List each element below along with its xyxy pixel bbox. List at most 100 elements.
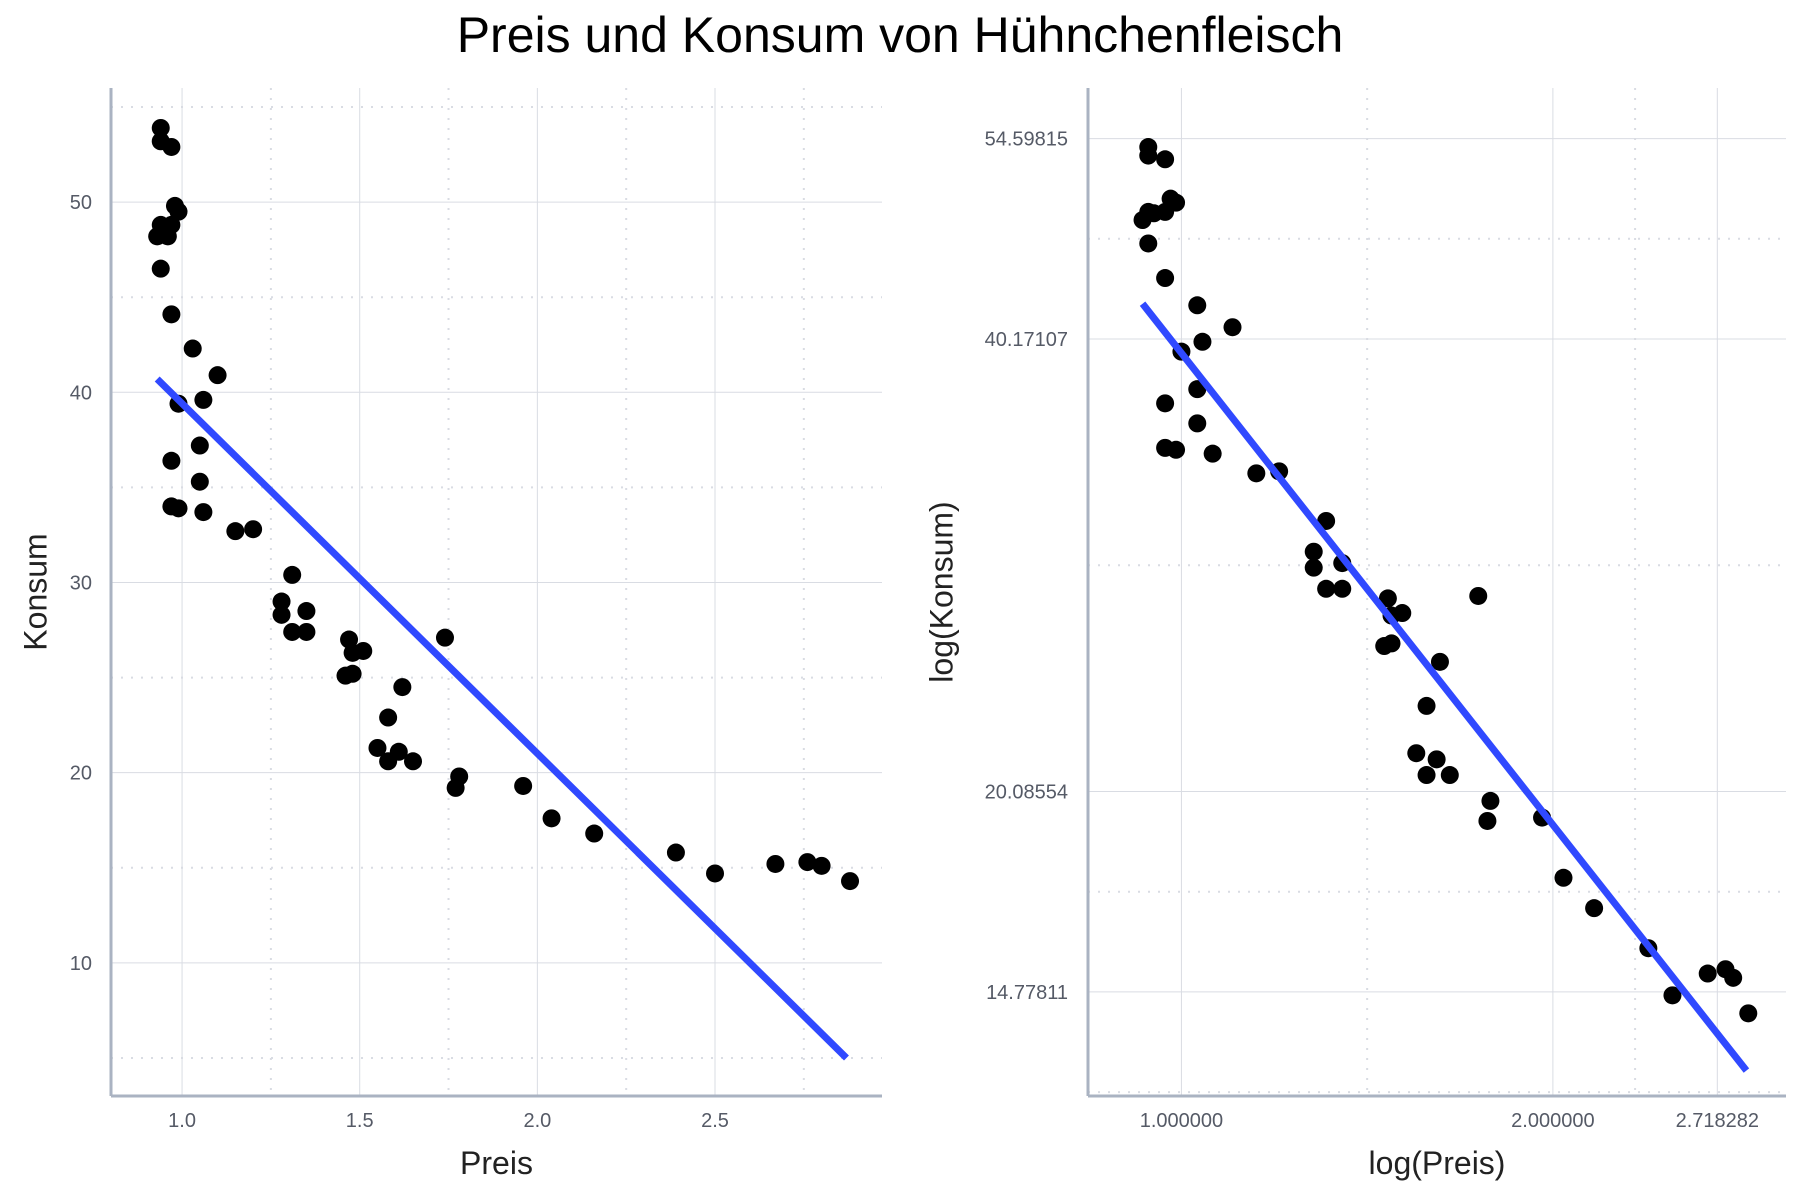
data-point xyxy=(379,752,398,771)
data-point xyxy=(272,605,291,624)
data-point xyxy=(368,738,387,757)
y-axis-label: log(Konsum) xyxy=(923,501,959,682)
x-tick-label: 2.5 xyxy=(701,1110,729,1132)
data-point xyxy=(766,854,785,873)
data-point xyxy=(1156,150,1175,169)
data-point xyxy=(283,565,302,584)
data-point xyxy=(1585,899,1604,918)
data-point xyxy=(151,118,170,137)
data-point xyxy=(158,227,177,246)
data-point xyxy=(1167,440,1186,459)
data-point xyxy=(162,305,181,324)
data-point xyxy=(183,339,202,358)
regression-line xyxy=(1139,301,1750,1073)
data-point xyxy=(297,602,316,621)
data-point xyxy=(190,472,209,491)
data-point xyxy=(151,259,170,278)
data-point xyxy=(194,503,213,522)
regression-line xyxy=(154,376,849,1061)
data-point xyxy=(1440,766,1459,785)
data-point xyxy=(514,776,533,795)
data-point xyxy=(1247,464,1266,483)
y-tick-label: 14.77811 xyxy=(986,982,1068,1004)
data-point xyxy=(1317,579,1336,598)
data-point xyxy=(435,628,454,647)
x-tick-label: 1.5 xyxy=(346,1110,374,1132)
data-point xyxy=(1133,211,1152,230)
data-point xyxy=(1478,811,1497,830)
data-point xyxy=(379,708,398,727)
data-point xyxy=(1193,332,1212,351)
x-tick-label: 2.0 xyxy=(523,1110,551,1132)
data-point xyxy=(1203,444,1222,463)
data-point xyxy=(1333,579,1352,598)
data-point xyxy=(1188,296,1207,315)
data-point xyxy=(1223,318,1242,337)
data-point xyxy=(1663,986,1682,1005)
panel-1: 1.0 1.5 2.0 2.5 10 20 30 40 50 Preis Konsum xyxy=(17,88,882,1181)
data-point xyxy=(169,499,188,518)
x-tick-label: 2.000000 xyxy=(1511,1110,1594,1132)
data-point xyxy=(706,864,725,883)
data-point xyxy=(841,872,860,891)
x-tick-label: 2.718282 xyxy=(1676,1110,1759,1132)
x-axis-label: log(Preis) xyxy=(1369,1145,1506,1181)
data-point xyxy=(812,856,831,875)
data-point xyxy=(244,520,263,539)
x-tick-label: 1.000000 xyxy=(1140,1110,1223,1132)
data-point xyxy=(1469,586,1488,605)
page-title: Preis und Konsum von Hühnchenfleisch xyxy=(456,7,1344,63)
x-tick-label: 1.0 xyxy=(168,1110,196,1132)
data-point xyxy=(1427,750,1446,769)
y-tick-label: 40 xyxy=(70,382,92,404)
y-tick-label: 20 xyxy=(70,763,92,785)
data-point xyxy=(1139,146,1158,165)
panel-2: 1.000000 2.000000 2.718282 14.77811 20.08554… xyxy=(923,88,1786,1181)
data-point xyxy=(1156,269,1175,288)
data-point xyxy=(272,592,291,611)
data-point xyxy=(1188,380,1207,399)
data-point xyxy=(1430,652,1449,671)
data-point xyxy=(1317,511,1336,530)
data-point xyxy=(1698,964,1717,983)
data-point xyxy=(666,843,685,862)
data-point xyxy=(208,366,227,385)
data-point xyxy=(585,824,604,843)
data-point xyxy=(1378,589,1397,608)
y-tick-label: 54.59815 xyxy=(985,129,1068,151)
data-point xyxy=(1417,766,1436,785)
data-point xyxy=(1382,634,1401,653)
data-point xyxy=(1156,394,1175,413)
data-point xyxy=(1188,414,1207,433)
data-point xyxy=(169,202,188,221)
y-axis-label: Konsum xyxy=(17,533,53,650)
y-tick-label: 40.17107 xyxy=(985,329,1068,351)
data-point xyxy=(1481,791,1500,810)
data-point xyxy=(393,678,412,697)
data-point xyxy=(446,778,465,797)
data-point xyxy=(798,853,817,872)
data-point xyxy=(1724,968,1743,987)
y-tick-label: 50 xyxy=(70,192,92,214)
data-point xyxy=(1139,234,1158,253)
data-point xyxy=(1554,868,1573,887)
data-point xyxy=(354,641,373,660)
y-tick-label: 10 xyxy=(70,953,92,975)
y-tick-label: 30 xyxy=(70,572,92,594)
data-point xyxy=(542,809,561,828)
data-point xyxy=(226,522,245,541)
data-point xyxy=(1407,744,1426,763)
data-point xyxy=(297,622,316,641)
data-point xyxy=(404,752,423,771)
data-point xyxy=(1739,1004,1758,1023)
data-point xyxy=(194,390,213,409)
data-point xyxy=(1304,542,1323,561)
data-point xyxy=(283,622,302,641)
data-point xyxy=(1304,558,1323,577)
data-point xyxy=(190,436,209,455)
data-point xyxy=(343,664,362,683)
x-axis-label: Preis xyxy=(460,1145,533,1181)
data-point xyxy=(162,137,181,156)
y-tick-label: 20.08554 xyxy=(985,782,1068,804)
